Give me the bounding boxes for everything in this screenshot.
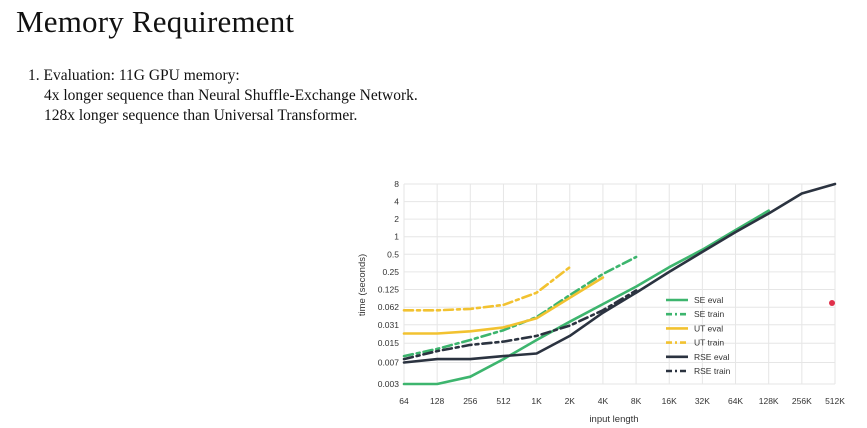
series-line-ut-train — [402, 265, 572, 312]
x-tick-label: 256K — [792, 396, 812, 406]
x-tick-label: 1K — [531, 396, 542, 406]
x-tick-label: 128 — [430, 396, 444, 406]
y-tick-label: 0.015 — [378, 338, 400, 348]
bullet-list: 1. Evaluation: 11G GPU memory: 4x longer… — [28, 66, 418, 126]
laser-pointer-dot — [829, 300, 835, 306]
series-line-ut-eval — [402, 276, 605, 335]
chart-legend: SE eval SE train UT eval UT train RSE eval RS… — [666, 295, 731, 376]
y-tick-label: 4 — [394, 197, 399, 207]
x-tick-label: 64K — [728, 396, 743, 406]
y-tick-label: 0.125 — [378, 284, 400, 294]
y-tick-label: 0.007 — [378, 358, 400, 368]
x-tick-label: 4K — [598, 396, 609, 406]
y-tick-label: 0.25 — [382, 267, 399, 277]
y-tick-label: 0.062 — [378, 302, 400, 312]
series-line-se-eval — [402, 209, 771, 386]
legend-label: UT eval — [694, 323, 723, 333]
y-tick-label: 8 — [394, 179, 399, 189]
legend-label: SE train — [694, 309, 725, 319]
x-tick-label: 2K — [565, 396, 576, 406]
bullet-subitem: 4x longer sequence than Neural Shuffle-E… — [44, 87, 418, 104]
series-line-rse-eval — [402, 182, 837, 364]
legend-label: UT train — [694, 338, 724, 348]
x-axis-label: input length — [589, 414, 638, 425]
x-tick-label: 32K — [695, 396, 710, 406]
bullet-item: 1. Evaluation: 11G GPU memory: — [28, 67, 240, 84]
memory-chart: 0.003 0.007 0.015 0.031 0.062 0.125 0.25 0.5 1 2 4… — [352, 172, 857, 428]
x-tick-label: 512K — [825, 396, 845, 406]
x-tick-label: 128K — [759, 396, 779, 406]
y-tick-label: 0.003 — [378, 379, 400, 389]
slide-title: Memory Requirement — [16, 4, 295, 39]
legend-label: SE eval — [694, 295, 723, 305]
y-tick-label: 0.031 — [378, 320, 400, 330]
y-axis-ticks: 0.003 0.007 0.015 0.031 0.062 0.125 0.25 0.5 1 2 4… — [378, 179, 400, 389]
chart-series — [402, 182, 837, 386]
x-tick-label: 8K — [631, 396, 642, 406]
y-axis-label: time (seconds) — [357, 254, 368, 316]
y-tick-label: 0.5 — [387, 249, 399, 259]
y-tick-label: 2 — [394, 214, 399, 224]
y-tick-label: 1 — [394, 232, 399, 242]
x-tick-label: 64 — [399, 396, 409, 406]
legend-label: RSE eval — [694, 352, 730, 362]
series-line-rse-train — [402, 289, 638, 361]
x-axis-ticks: 64 128 256 512 1K 2K 4K 8K 16K 32K 64K 128K 256K 512K — [399, 396, 845, 406]
x-tick-label: 256 — [463, 396, 477, 406]
x-tick-label: 16K — [662, 396, 677, 406]
bullet-subitem: 128x longer sequence than Universal Tran… — [44, 107, 358, 124]
memory-chart-svg: 0.003 0.007 0.015 0.031 0.062 0.125 0.25 0.5 1 2 4… — [357, 179, 845, 425]
x-tick-label: 512 — [496, 396, 510, 406]
legend-label: RSE train — [694, 366, 731, 376]
